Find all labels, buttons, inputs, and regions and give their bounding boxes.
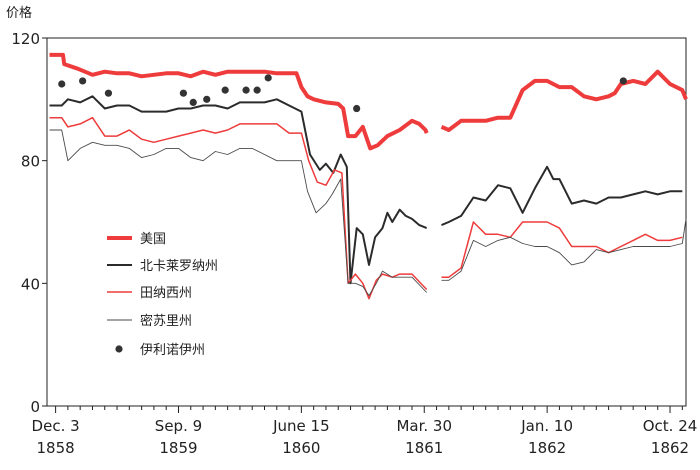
series-line-mo: [49, 129, 428, 297]
y-axis-label: 价格: [6, 5, 32, 21]
y-tick-label: 80: [21, 153, 40, 171]
x-tick-label: Sep. 9: [155, 417, 202, 435]
x-tick-year-label: 1862: [528, 439, 566, 457]
illinois-point: [179, 89, 188, 97]
legend-label-tn: 田纳西州: [140, 286, 192, 301]
x-tick-year-label: 1859: [159, 439, 197, 457]
series-line-us: [49, 52, 429, 151]
y-tick-label: 40: [21, 275, 40, 293]
illinois-point: [58, 80, 66, 88]
x-tick-label: Jan. 10: [520, 417, 573, 435]
series-line-tn: [441, 221, 683, 278]
series-layer: [49, 52, 688, 300]
x-tick-label: June 15: [272, 417, 330, 435]
x-tick-year-label: 1862: [651, 439, 689, 457]
illinois-point: [253, 86, 261, 94]
series-line-mo: [441, 218, 687, 281]
series-line-tn: [49, 116, 428, 300]
x-tick-year-label: 1861: [405, 439, 443, 457]
legend-label-us: 美国: [140, 232, 166, 247]
y-tick-label: 0: [30, 398, 40, 416]
x-tick-label: Oct. 24: [643, 417, 698, 435]
series-line-us: [440, 69, 688, 132]
x-tick-year-label: 1858: [37, 439, 75, 457]
illinois-point: [264, 74, 272, 82]
x-tick-label: Dec. 3: [32, 417, 80, 435]
legend-swatch-il: [115, 345, 123, 353]
illinois-point: [104, 89, 113, 97]
illinois-points-layer: [58, 74, 627, 113]
x-tick-year-label: 1860: [282, 439, 320, 457]
axes: 价格 0 40 80 120 Dec. 3 1858 Sep. 9 1859 June 15 186…: [6, 5, 697, 457]
y-tick-label: 120: [11, 30, 40, 48]
x-tick-label: Mar. 30: [396, 417, 452, 435]
plot-frame: [46, 37, 687, 407]
illinois-point: [79, 77, 87, 85]
illinois-point: [619, 77, 627, 85]
legend-label-mo: 密苏里州: [140, 313, 192, 329]
illinois-point: [242, 86, 250, 94]
illinois-point: [353, 104, 361, 113]
legend-label-il: 伊利诺伊州: [140, 343, 205, 358]
illinois-point: [221, 86, 229, 94]
legend-label-nc: 北卡莱罗纳州: [140, 259, 218, 274]
series-line-nc: [441, 165, 683, 227]
illinois-point: [203, 95, 211, 103]
illinois-point: [189, 98, 197, 106]
series-line-nc: [49, 95, 428, 285]
